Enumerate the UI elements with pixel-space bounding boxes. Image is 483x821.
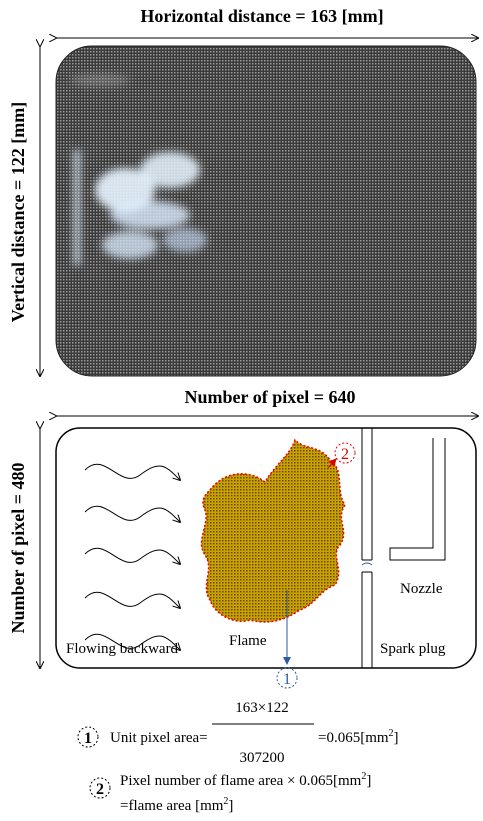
marker-label: 2 — [341, 446, 349, 463]
marker-label: 1 — [84, 730, 92, 747]
flame-label: Flame — [229, 633, 267, 649]
text: ] — [366, 773, 371, 789]
spark-plug-label: Spark plug — [380, 641, 446, 657]
width-label: Number of pixel = 640 — [185, 387, 356, 407]
text: Pixel number of flame area × 0.065[mm — [120, 773, 362, 789]
height-label: Number of pixel = 480 — [8, 463, 28, 634]
text: =0.065[mm — [318, 730, 389, 746]
text: =flame area [mm — [120, 798, 224, 814]
numerator: 163×122 — [235, 700, 288, 716]
height-label: Vertical distance = 122 [mm] — [8, 102, 28, 323]
note-text: =flame area [mm2] — [120, 796, 233, 814]
note-text: Pixel number of flame area × 0.065[mm2] — [120, 771, 371, 789]
text: ] — [394, 730, 399, 746]
flow-label: Flowing backward — [66, 641, 179, 657]
denominator: 307200 — [240, 750, 285, 766]
note-result: =0.065[mm2] — [318, 728, 399, 746]
text: ] — [228, 798, 233, 814]
marker-label: 1 — [283, 671, 291, 688]
nozzle-label: Nozzle — [400, 581, 443, 597]
figure: Horizontal distance = 163 [mm] Vertical … — [0, 0, 483, 821]
width-label: Horizontal distance = 163 [mm] — [140, 6, 383, 26]
note-text: Unit pixel area= — [110, 730, 208, 746]
marker-label: 2 — [96, 781, 104, 798]
page: {"top_image":{"width_label":"Horizontal … — [0, 0, 483, 821]
